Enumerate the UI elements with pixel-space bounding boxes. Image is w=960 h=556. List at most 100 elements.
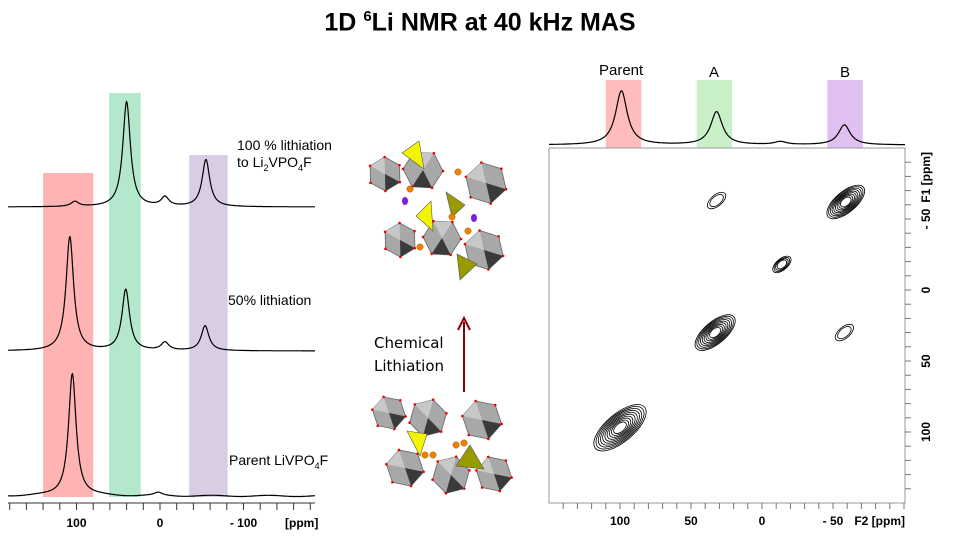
- oxygen-atom: [393, 427, 396, 431]
- contour-level: [604, 413, 636, 442]
- proj-label-b: B: [840, 64, 851, 81]
- oxygen-atom: [376, 424, 380, 428]
- octahedron-face: [370, 157, 385, 174]
- octahedron-face: [385, 223, 400, 240]
- oxygen-atom: [454, 455, 458, 459]
- oxygen-atom: [384, 189, 387, 193]
- oxygen-atom: [369, 181, 372, 185]
- octahedron-face: [484, 250, 504, 270]
- projection-band-b: [827, 80, 863, 148]
- oxygen-atom: [469, 195, 472, 199]
- oxygen-atom: [431, 398, 435, 402]
- oxygen-atom: [500, 422, 503, 426]
- f2-tick-label: 0: [759, 514, 766, 528]
- oxygen-atom: [383, 230, 387, 234]
- x-tick-label: 100: [66, 516, 86, 530]
- phosphate-tetrahedron: [455, 444, 485, 470]
- oxygen-atom: [487, 268, 490, 271]
- lithium-atom: [460, 439, 468, 447]
- octahedron-face: [385, 174, 400, 191]
- highlight-band-parent: [43, 173, 94, 497]
- label-100-line1: 100 % lithiation: [237, 137, 332, 153]
- contour-level: [826, 184, 866, 220]
- oxygen-atom: [399, 255, 402, 259]
- oxygen-atom: [398, 398, 402, 402]
- sodium-atom: [471, 214, 477, 222]
- contour-level: [775, 258, 789, 271]
- octahedron-face: [414, 399, 434, 418]
- slide-title: 1D 6Li NMR at 40 kHz MAS: [0, 8, 960, 37]
- lithium-atom: [429, 451, 437, 459]
- contour-level: [703, 322, 727, 343]
- oxygen-atom: [385, 462, 388, 466]
- octahedron-face: [400, 240, 415, 257]
- lithium-atom: [448, 213, 456, 221]
- octahedron-face: [412, 170, 433, 188]
- contour-level: [840, 196, 852, 208]
- arrow-head: [457, 315, 471, 331]
- oxygen-atom: [413, 229, 416, 233]
- contour-level: [700, 319, 731, 347]
- oxygen-atom: [462, 487, 466, 490]
- parent-structure: [371, 395, 513, 495]
- contour-level: [833, 190, 859, 214]
- oxygen-atom: [432, 219, 435, 223]
- oxygen-atom: [383, 155, 386, 159]
- chemical-lithiation-label: Chemical Lithiation: [374, 334, 445, 375]
- spectrum-trace-2: [8, 372, 315, 498]
- oxygen-atom: [459, 237, 463, 241]
- label-100-lithiation: 100 % lithiation to Li2VPO4F: [237, 137, 332, 177]
- f2-tick-label: 50: [684, 514, 698, 528]
- contour-level: [773, 257, 790, 272]
- octahedron-face: [431, 238, 451, 255]
- octahedron-face: [494, 474, 512, 492]
- contour-level: [829, 187, 862, 217]
- title-superscript: 6: [363, 8, 372, 25]
- title-main: Li NMR at 40 kHz MAS: [371, 8, 636, 37]
- phosphate-tetrahedron: [401, 140, 425, 170]
- contour-level: [828, 186, 864, 218]
- contour-level: [696, 315, 734, 350]
- oxygen-atom: [486, 455, 490, 459]
- oxygen-atom: [430, 186, 434, 190]
- contour-level: [837, 326, 852, 340]
- contour-level: [706, 191, 727, 210]
- sodium-atom: [402, 197, 408, 205]
- contour-level: [698, 317, 732, 348]
- octahedron-face: [386, 449, 405, 468]
- contour-level: [834, 323, 854, 342]
- oxygen-atom: [463, 242, 467, 246]
- proj-label-parent: Parent: [599, 62, 644, 79]
- octahedron-face: [445, 475, 465, 494]
- x-tick-label: 0: [157, 516, 164, 530]
- oxygen-atom: [444, 491, 448, 495]
- octahedron-face: [389, 413, 406, 430]
- label-100-line2: to Li2VPO4F: [237, 154, 312, 173]
- oxygen-atom: [404, 415, 407, 418]
- oxygen-atom: [510, 476, 513, 479]
- oxygen-atom: [480, 486, 484, 489]
- contour-plot-frame: [548, 147, 906, 504]
- lithiated-structure: [368, 140, 508, 281]
- oxygen-atom: [504, 459, 508, 462]
- label-50-lithiation: 50% lithiation: [228, 292, 312, 308]
- oxygen-atom: [408, 421, 411, 424]
- lithium-atom: [416, 243, 424, 251]
- oxygen-atom: [464, 175, 468, 179]
- oxygen-atom: [432, 151, 436, 155]
- contour-level: [611, 419, 629, 436]
- spectrum-trace-1: [8, 235, 315, 352]
- f1-tick-label: - 50: [919, 208, 933, 229]
- x-tick-label: - 100: [230, 516, 258, 530]
- octahedron-face: [372, 396, 389, 413]
- contour-level: [707, 325, 723, 340]
- oxygen-atom: [391, 480, 394, 484]
- lithium-atom: [464, 227, 472, 235]
- octahedron-face: [464, 230, 484, 250]
- oxygen-atom: [368, 164, 372, 168]
- contour-level: [705, 323, 725, 342]
- oxygen-atom: [441, 169, 445, 173]
- oxygen-atom: [398, 180, 402, 184]
- oxygen-atom: [431, 478, 434, 481]
